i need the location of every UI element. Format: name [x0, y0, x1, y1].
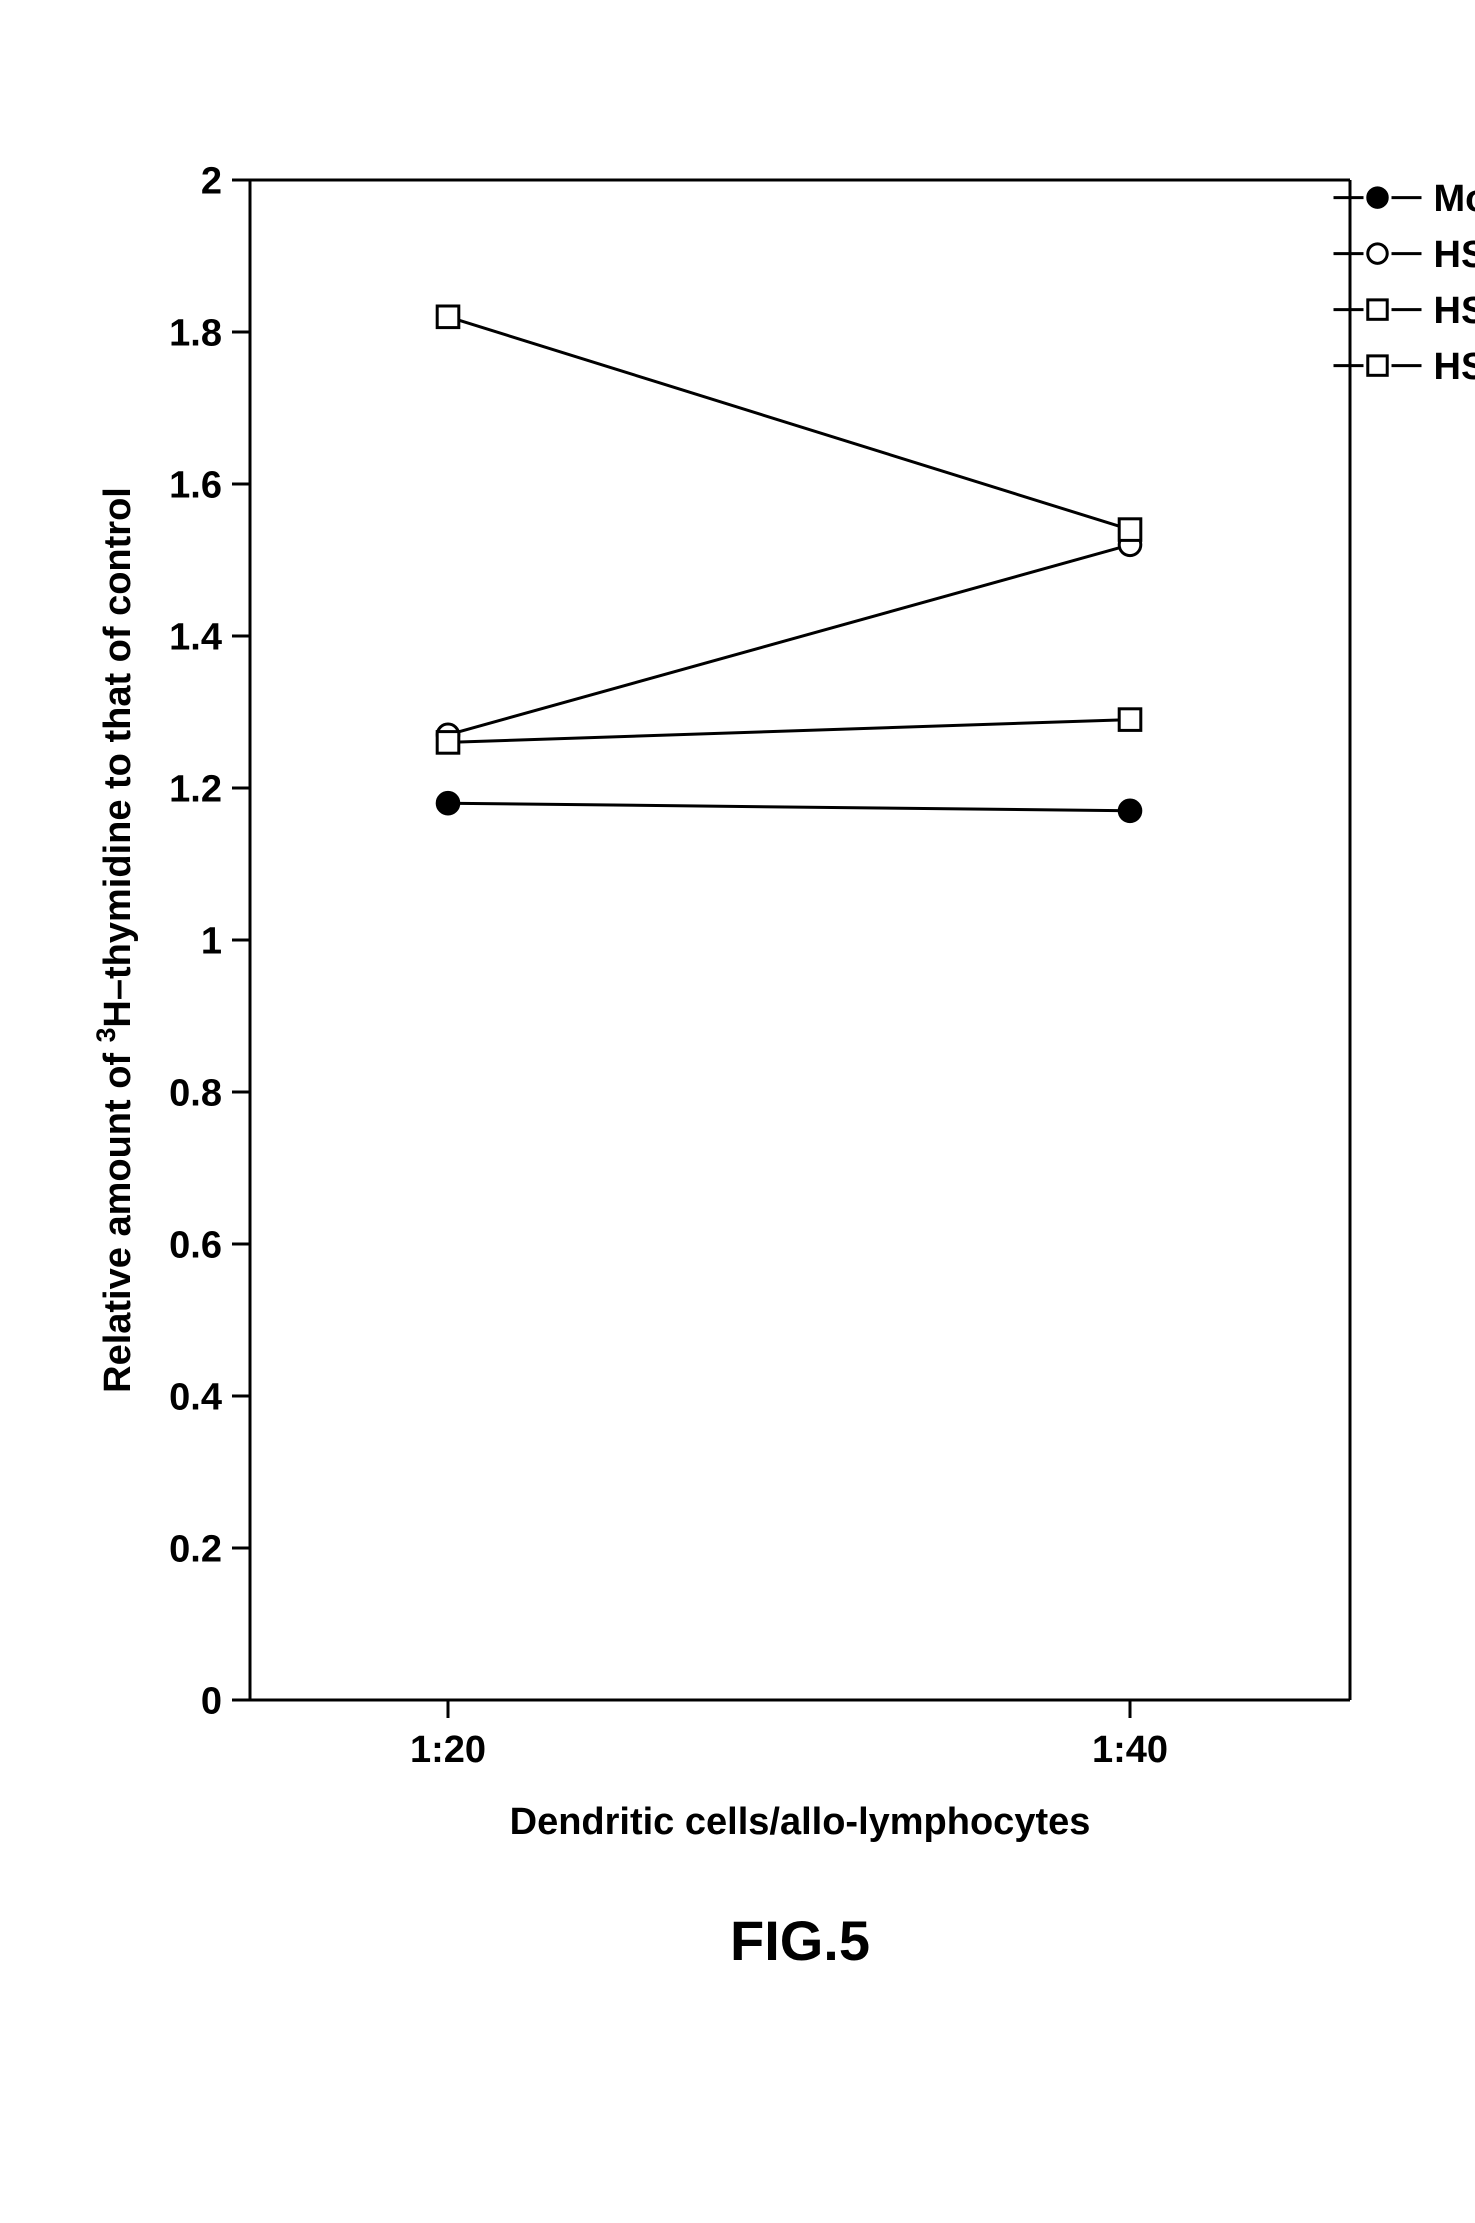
marker-filled-circle-icon: [1368, 188, 1387, 207]
marker-open-square-icon: [1368, 356, 1387, 375]
marker-open-square-icon: [437, 306, 459, 328]
marker-open-circle-icon: [1368, 244, 1387, 263]
y-tick-label: 2: [201, 160, 222, 202]
legend-label: Mock: [1434, 178, 1475, 220]
y-tick-label: 0.8: [169, 1072, 222, 1114]
marker-filled-circle-icon: [437, 792, 459, 814]
y-tick-label: 0: [201, 1680, 222, 1722]
y-tick-label: 0.2: [169, 1528, 222, 1570]
marker-open-square-icon: [1119, 519, 1141, 541]
y-tick-label: 1.8: [169, 312, 222, 354]
legend-label: HSV10: [1434, 346, 1475, 388]
marker-open-square-icon: [437, 732, 459, 754]
legend-label: HSV1: [1434, 290, 1475, 332]
legend-label: HSV0.1: [1434, 234, 1475, 276]
chart-canvas: 0 0.2 0.4 0.6 0.8 1 1.2 1.4 1.6 1.8 2 1:20 1:40Dendr…: [0, 0, 1475, 2223]
marker-open-square-icon: [1119, 709, 1141, 731]
x-tick-label: 1:20: [410, 1729, 486, 1771]
y-tick-label: 1.2: [169, 768, 222, 810]
x-tick-label: 1:40: [1092, 1729, 1168, 1771]
y-tick-label: 1: [201, 920, 222, 962]
figure-label: FIG.5: [730, 1909, 870, 1972]
y-axis-title: Relative amount of 3H–thymidine to that …: [91, 487, 139, 1393]
y-tick-label: 1.4: [169, 616, 222, 658]
y-tick-label: 1.6: [169, 464, 222, 506]
marker-open-square-icon: [1368, 300, 1387, 319]
y-tick-label: 0.4: [169, 1376, 222, 1418]
y-tick-label: 0.6: [169, 1224, 222, 1266]
x-axis-title: Dendritic cells/allo-lymphocytes: [510, 1801, 1091, 1843]
marker-filled-circle-icon: [1119, 800, 1141, 822]
